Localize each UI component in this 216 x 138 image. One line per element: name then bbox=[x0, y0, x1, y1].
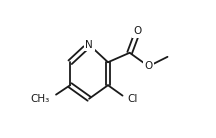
Text: Cl: Cl bbox=[127, 94, 137, 104]
Text: O: O bbox=[145, 61, 153, 71]
Text: CH₃: CH₃ bbox=[31, 94, 50, 104]
Text: O: O bbox=[134, 26, 142, 36]
Text: N: N bbox=[85, 40, 93, 50]
